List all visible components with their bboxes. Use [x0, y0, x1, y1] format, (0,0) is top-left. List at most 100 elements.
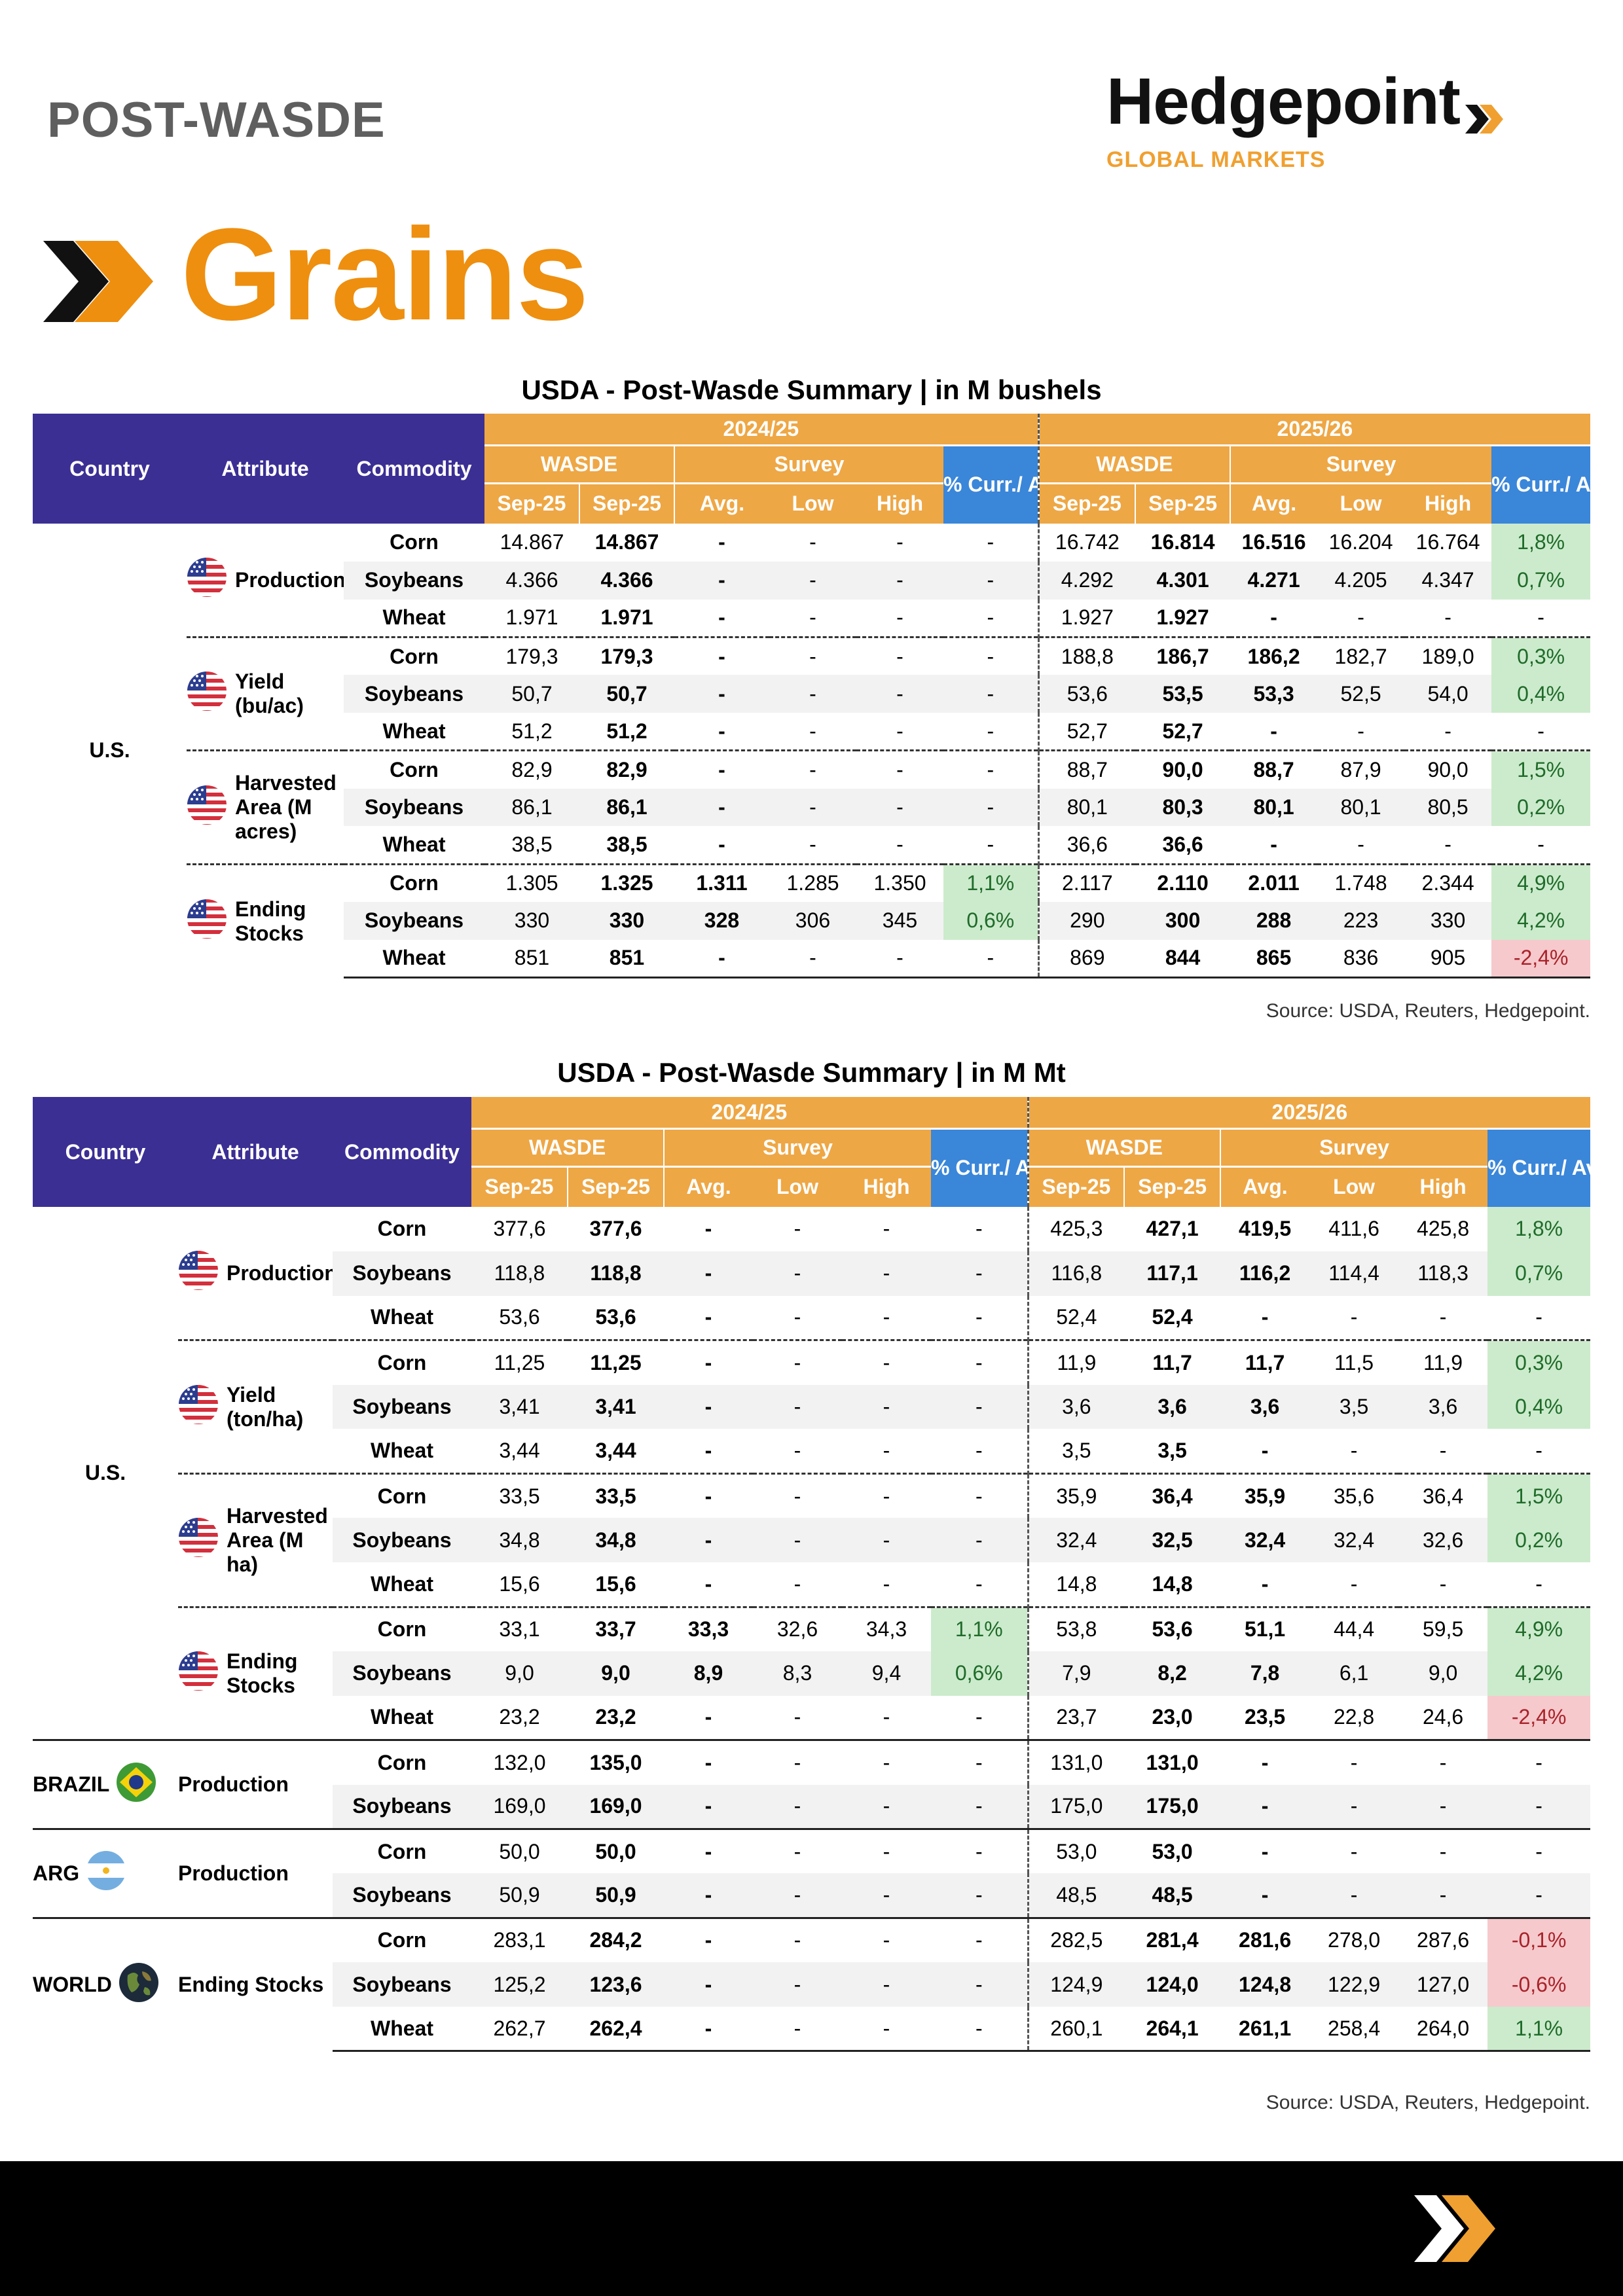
header-survey: Survey [1220, 1128, 1488, 1168]
value-cell: 33,1 [471, 1605, 568, 1651]
value-cell: 4.205 [1317, 561, 1405, 600]
value-cell: 3,44 [499, 1439, 540, 1463]
value-cell: - [664, 1873, 753, 1918]
value-cell: - [1537, 719, 1544, 743]
value-cell: 4.347 [1404, 561, 1492, 600]
value-cell: - [769, 636, 856, 675]
value-cell: 38,5 [511, 833, 553, 857]
table-row: Wheat 851 851- - - -869 844 865 836 905 -2,4% [33, 939, 1591, 979]
value-cell: - [1535, 1305, 1542, 1329]
value-cell: - [1350, 1439, 1358, 1463]
value-cell: 0,2% [1487, 1518, 1591, 1563]
value-cell: - [975, 1217, 983, 1241]
value-cell: 50,9 [471, 1873, 568, 1918]
attribute-label: Production [178, 1861, 289, 1885]
value-cell: - [809, 833, 816, 857]
header-sub-0: Sep-25 [1027, 1166, 1125, 1207]
value-cell: - [883, 1305, 890, 1329]
value-cell: -2,4% [1487, 1695, 1591, 1740]
value-cell: 1,1% [1487, 2007, 1591, 2053]
country-cell: U.S. [33, 524, 187, 978]
value-cell: 284,2 [568, 1916, 664, 1963]
header-commodity: Commodity [333, 1097, 471, 1207]
table-row: Harvested Area (M ha) Corn 33,5 33,5- - - -35,… [33, 1472, 1591, 1607]
value-cell: 15,6 [595, 1571, 636, 1596]
value-cell: 32,4 [1027, 1518, 1125, 1563]
value-cell: - [753, 1339, 842, 1385]
value-cell: - [1220, 1739, 1310, 1785]
value-cell: 262,4 [568, 2007, 664, 2053]
value-cell: - [842, 1784, 931, 1829]
value-cell: - [896, 530, 903, 554]
us-flag-icon [178, 1651, 219, 1696]
commodity-cell: Wheat [371, 1705, 433, 1729]
value-cell: - [931, 1339, 1029, 1385]
value-cell: - [753, 1916, 842, 1963]
attribute-label: Production [227, 1261, 333, 1285]
value-cell: - [931, 1739, 1029, 1785]
header-year-2: 2025/26 [1037, 414, 1591, 446]
value-cell: - [674, 788, 769, 827]
value-cell: 116,2 [1220, 1251, 1310, 1296]
value-cell: 123,6 [568, 1962, 664, 2007]
value-cell: 34,8 [471, 1518, 568, 1563]
value-cell: 53,6 [1037, 675, 1136, 713]
header-sub-3: Low [1309, 1166, 1399, 1207]
commodity-cell: Soybeans [344, 901, 484, 940]
value-cell: 9,0 [1398, 1651, 1488, 1696]
value-cell: 175,0 [1027, 1784, 1125, 1829]
country-label: U.S. [89, 738, 130, 762]
header-sub-1: Sep-25 [1123, 1166, 1221, 1207]
value-cell: 11,25 [568, 1339, 664, 1385]
value-cell: 82,9 [579, 749, 674, 789]
value-cell: - [842, 1339, 931, 1385]
value-cell: - [842, 1827, 931, 1874]
table-row: Soybeans 3,41 3,41- - - -3,6 3,6 3,6 3,5 3,6 0,4% [33, 1384, 1591, 1429]
us-flag-icon [187, 899, 227, 944]
value-cell: 117,1 [1124, 1251, 1221, 1296]
value-cell: 80,1 [1037, 788, 1136, 827]
attribute-label: Yield (ton/ha) [227, 1382, 304, 1431]
value-cell: 851 [484, 939, 579, 979]
value-cell: 1.927 [1037, 599, 1136, 637]
value-cell: 1.311 [674, 863, 769, 902]
value-cell: - [842, 1518, 931, 1563]
value-cell: 36,4 [1398, 1472, 1488, 1518]
value-cell: - [1309, 1739, 1399, 1785]
header-survey: Survey [674, 445, 943, 484]
value-cell: 851 [579, 939, 674, 979]
commodity-cell: Wheat [371, 1571, 433, 1596]
value-cell: - [1535, 1571, 1542, 1596]
value-cell: - [753, 1873, 842, 1918]
value-cell: 179,3 [484, 636, 579, 675]
value-cell: - [769, 788, 856, 827]
commodity-cell: Wheat [333, 2007, 471, 2053]
value-cell: 411,6 [1328, 1217, 1379, 1241]
value-cell: 32,5 [1124, 1518, 1221, 1563]
attribute-cell: Ending Stocks [187, 863, 344, 978]
value-cell: - [1444, 833, 1451, 857]
value-cell: 2.344 [1404, 863, 1492, 902]
table-row: U.S. Production Corn 377,6 377,6- - - -425,3 427… [33, 1207, 1591, 1484]
table1: Country Attribute Commodity 2024/25 2025/26 W… [33, 414, 1591, 979]
value-cell: - [1350, 1571, 1358, 1596]
value-cell: 32,4 [1220, 1518, 1310, 1563]
value-cell: - [931, 1962, 1029, 2007]
value-cell: - [943, 788, 1039, 827]
value-cell: - [718, 833, 725, 857]
value-cell: - [1270, 605, 1277, 630]
value-cell: 51,2 [511, 719, 553, 743]
value-cell: 1.325 [579, 863, 674, 902]
value-cell: - [1357, 719, 1364, 743]
commodity-cell: Corn [344, 863, 484, 902]
value-cell: 52,7 [1162, 719, 1203, 743]
commodity-cell: Soybeans [333, 1651, 471, 1696]
value-cell: 179,3 [579, 636, 674, 675]
value-cell: 175,0 [1124, 1784, 1221, 1829]
attribute-cell: Production [178, 1827, 333, 1918]
value-cell: - [793, 1705, 801, 1729]
hedgepoint-logo: Hedgepoint GLOBAL MARKETS [1106, 69, 1506, 173]
grains-chevron-icon [43, 241, 153, 322]
value-cell: 48,5 [1124, 1873, 1221, 1918]
us-flag-icon [178, 1250, 219, 1296]
